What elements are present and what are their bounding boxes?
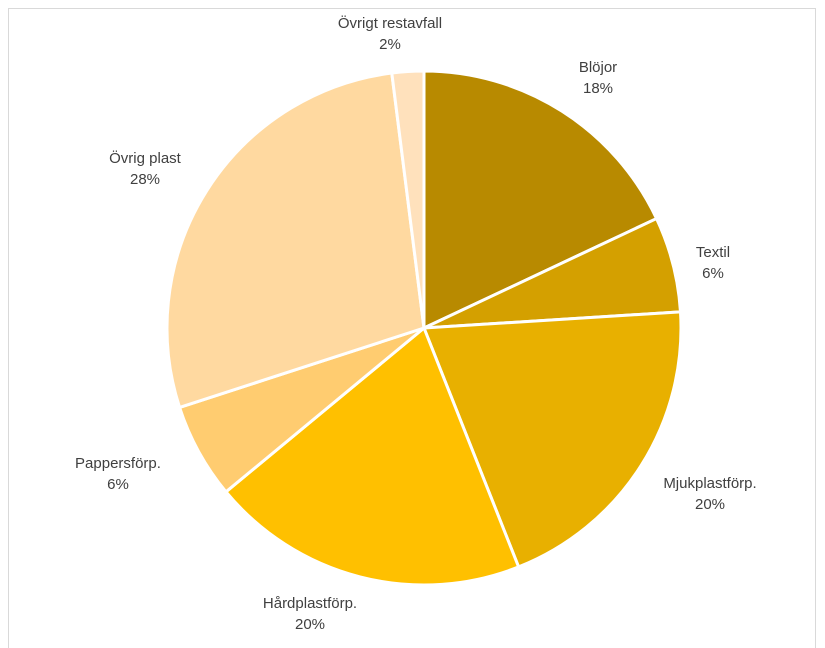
slice-label-name: Mjukplastförp. (663, 475, 756, 492)
slice-label-1: Textil 6% (696, 244, 730, 282)
slice-label-3: Hårdplastförp. 20% (263, 595, 357, 633)
pie-slice-2 (422, 310, 683, 569)
slice-label-value: 20% (295, 616, 325, 633)
pie-slice-0 (422, 69, 659, 330)
pie-slice-6 (390, 69, 426, 330)
slice-label-value: 2% (379, 36, 401, 53)
slice-label-value: 18% (583, 80, 613, 97)
pie-slice-5 (165, 71, 426, 409)
slice-label-name: Textil (696, 244, 730, 261)
slice-label-name: Övrigt restavfall (338, 14, 442, 32)
slice-label-value: 6% (107, 476, 129, 493)
slice-label-0: Blöjor 18% (579, 59, 617, 97)
slice-label-value: 28% (130, 171, 160, 188)
slice-label-4: Pappersförp. 6% (75, 455, 161, 493)
slice-label-2: Mjukplastförp. 20% (663, 475, 756, 513)
slice-label-value: 6% (702, 265, 724, 282)
slice-label-name: Pappersförp. (75, 455, 161, 472)
slice-label-value: 20% (695, 496, 725, 513)
slice-label-5: Övrig plast 28% (109, 149, 182, 188)
slice-label-name: Övrig plast (109, 149, 182, 167)
pie-slice-3 (224, 326, 521, 587)
slice-label-name: Blöjor (579, 59, 617, 76)
slice-label-name: Hårdplastförp. (263, 595, 357, 612)
slice-label-6: Övrigt restavfall 2% (338, 14, 442, 53)
